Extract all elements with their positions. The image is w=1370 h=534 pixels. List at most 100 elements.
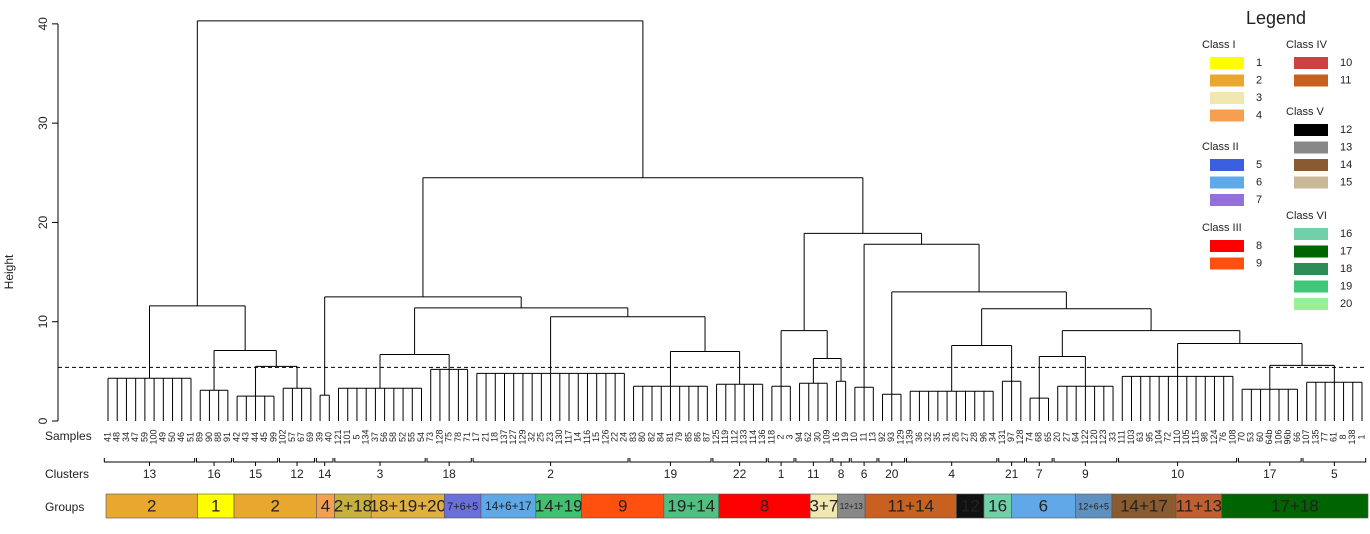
sample-label: 75 <box>444 432 454 442</box>
sample-label: 106 <box>1273 429 1283 444</box>
sample-label: 65 <box>1043 432 1053 442</box>
group-label: 11+14 <box>888 496 934 515</box>
legend-label: 11 <box>1340 74 1351 86</box>
cluster-bracket <box>998 458 1026 466</box>
sample-label: 21 <box>480 432 490 442</box>
sample-label: 45 <box>259 432 269 442</box>
sample-label: 57 <box>287 432 297 442</box>
sample-label: 130 <box>554 429 564 444</box>
cluster-label: 11 <box>807 467 820 481</box>
legend-label: 5 <box>1256 159 1262 171</box>
group-segment <box>197 493 235 519</box>
group-label: 17+18 <box>1271 496 1319 515</box>
group-segment <box>864 493 957 519</box>
sample-label: 39 <box>314 432 324 442</box>
sample-label: 54 <box>416 432 426 442</box>
y-tick-label: 20 <box>36 215 50 229</box>
cluster-label: 22 <box>733 467 747 481</box>
sample-label: 114 <box>748 430 758 444</box>
legend-swatch <box>1294 298 1328 310</box>
sample-label: 34 <box>988 432 998 442</box>
sample-label: 49 <box>158 432 168 442</box>
legend-label: 2 <box>1256 74 1262 86</box>
cluster-label: 20 <box>885 467 899 481</box>
sample-label: 72 <box>1163 432 1173 442</box>
group-segment <box>581 493 665 519</box>
sample-label: 61 <box>1329 432 1339 442</box>
legend-label: 7 <box>1256 194 1262 206</box>
legend-label: 18 <box>1340 263 1352 275</box>
group-label: 7+6+5 <box>447 501 478 513</box>
cluster-bracket <box>1025 458 1053 466</box>
sample-label: 87 <box>702 432 712 442</box>
legend-swatch <box>1210 159 1244 171</box>
cluster-label: 21 <box>1005 467 1019 481</box>
sample-label: 32 <box>923 432 933 442</box>
cluster-label: 12 <box>290 467 304 481</box>
sample-label: 59 <box>139 432 149 442</box>
legend-swatch <box>1294 228 1328 240</box>
sample-label: 84 <box>656 432 666 442</box>
sample-label: 55 <box>407 432 417 442</box>
cluster-label: 5 <box>1331 467 1338 481</box>
sample-label: 80 <box>637 432 647 442</box>
sample-label: 135 <box>1310 429 1320 444</box>
cluster-label: 4 <box>948 467 955 481</box>
sample-label: 94 <box>794 432 804 442</box>
sample-label: 97 <box>1006 432 1016 442</box>
sample-label: 100 <box>148 429 158 444</box>
sample-label: 89 <box>195 432 205 442</box>
cluster-bracket <box>1118 458 1238 466</box>
sample-label: 93 <box>886 432 896 442</box>
y-tick-label: 30 <box>36 116 50 130</box>
group-segment <box>535 493 582 519</box>
group-label: 6 <box>1039 496 1048 515</box>
cluster-label: 3 <box>377 467 384 481</box>
sample-label: 122 <box>1080 429 1090 444</box>
sample-label: 40 <box>324 432 334 442</box>
legend-swatch <box>1294 245 1328 258</box>
legend-swatch <box>1210 57 1244 69</box>
sample-label: 28 <box>969 432 979 442</box>
group-label: 2 <box>147 496 156 515</box>
sample-label: 110 <box>1172 430 1182 444</box>
legend-swatch <box>1294 263 1328 275</box>
sample-label: 66 <box>1292 432 1302 442</box>
cluster-label: 16 <box>207 467 221 481</box>
cluster-bracket <box>712 458 767 466</box>
sample-label: 64b <box>1264 429 1274 444</box>
sample-label: 79 <box>674 432 684 442</box>
legend-label: 4 <box>1256 109 1262 121</box>
sample-label: 134 <box>361 429 371 444</box>
sample-label: 13 <box>868 432 878 442</box>
sample-label: 14 <box>573 432 583 442</box>
cluster-label: 9 <box>1082 467 1089 481</box>
group-segment <box>663 493 720 519</box>
sample-label: 98 <box>1200 432 1210 442</box>
sample-label: 67 <box>296 432 306 442</box>
sample-label: 76 <box>1218 432 1228 442</box>
sample-label: 104 <box>1154 429 1164 444</box>
sample-label: 53 <box>1246 432 1256 442</box>
y-axis-label: Height <box>2 254 16 289</box>
legend-swatch <box>1294 280 1328 293</box>
group-segment <box>1221 493 1369 519</box>
sample-label: 15 <box>591 432 601 442</box>
legend-swatch <box>1294 159 1328 171</box>
cluster-bracket <box>767 458 795 466</box>
group-label: 4 <box>321 496 330 515</box>
legend-swatch <box>1294 141 1328 154</box>
legend-label: 14 <box>1340 159 1352 171</box>
legend-swatch <box>1294 74 1328 87</box>
cluster-bracket <box>472 458 629 466</box>
group-label: 14+6+17 <box>485 500 531 513</box>
cluster-label: 17 <box>1263 467 1277 481</box>
cluster-label: 14 <box>318 467 332 481</box>
sample-label: 112 <box>729 430 739 444</box>
sample-label: 137 <box>499 429 509 444</box>
sample-label: 96 <box>978 432 988 442</box>
group-label: 9 <box>618 496 627 515</box>
legend-label: 10 <box>1340 57 1352 69</box>
sample-label: 115 <box>1190 430 1200 444</box>
